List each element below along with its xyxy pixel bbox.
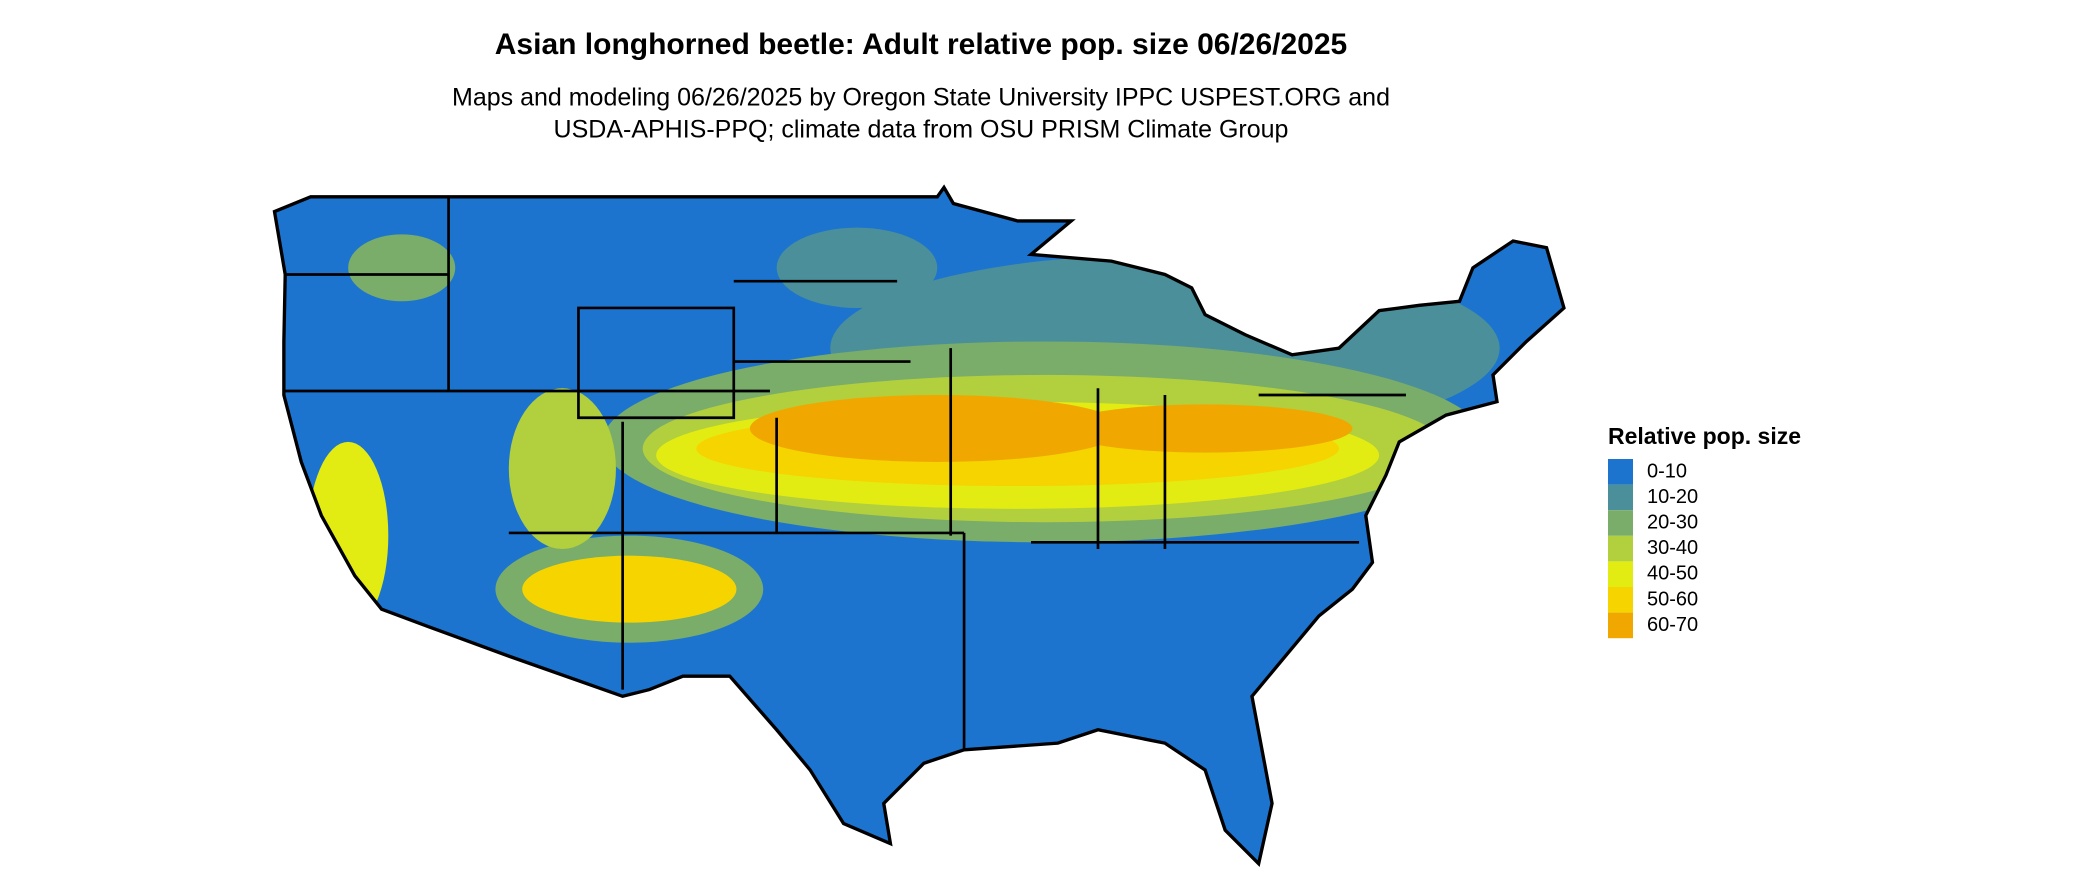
- legend-label: 50-60: [1647, 588, 1698, 610]
- legend-swatch: [1608, 587, 1633, 613]
- legend-swatch: [1608, 561, 1633, 587]
- legend-label: 10-20: [1647, 486, 1698, 508]
- legend: 0-10 10-20 20-30 30-40 40-50 50-60 60-70: [1608, 459, 1698, 639]
- map-subtitle: Maps and modeling 06/26/2025 by Oregon S…: [452, 84, 1390, 112]
- legend-label: 40-50: [1647, 563, 1698, 585]
- legend-label: 0-10: [1647, 460, 1687, 482]
- legend-swatch: [1608, 484, 1633, 511]
- map-subtitle: USDA-APHIS-PPQ; climate data from OSU PR…: [554, 116, 1289, 144]
- legend-title: Relative pop. size: [1608, 423, 1801, 449]
- map-title: Asian longhorned beetle: Adult relative …: [495, 28, 1347, 61]
- legend-swatch: [1608, 510, 1633, 536]
- legend-swatch: [1608, 612, 1633, 639]
- legend-swatch: [1608, 459, 1633, 485]
- legend-label: 30-40: [1647, 537, 1698, 559]
- legend-label: 60-70: [1647, 614, 1698, 636]
- legend-label: 20-30: [1647, 511, 1698, 533]
- legend-swatch: [1608, 535, 1633, 562]
- us-map: [272, 185, 1566, 866]
